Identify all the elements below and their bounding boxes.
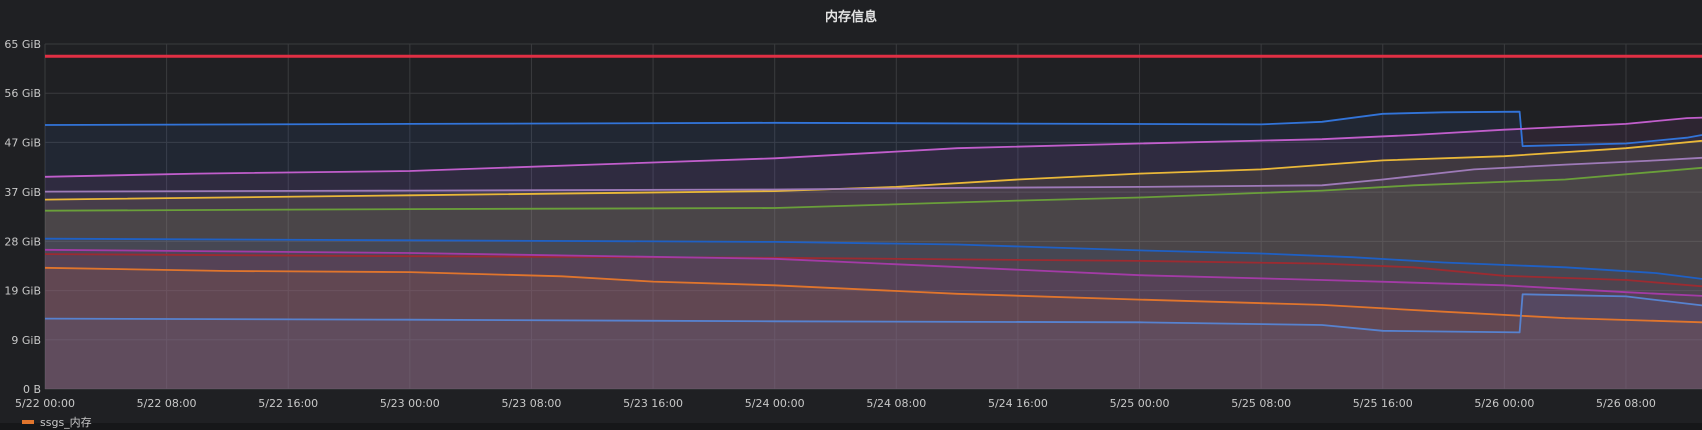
x-tick-label: 5/25 16:00: [1353, 397, 1413, 410]
x-tick-label: 5/22 00:00: [15, 397, 75, 410]
series-line: [44, 293, 1702, 334]
legend-label: ssgs_内存: [40, 416, 92, 429]
series-line: [44, 253, 1702, 288]
x-tick-label: 5/23 08:00: [502, 397, 562, 410]
series-line: [44, 166, 1702, 212]
series-area: [45, 267, 1702, 389]
y-axis: 0 B 9 GiB 19 GiB 28 GiB 37 GiB 47 GiB 56 GiB 65…: [4, 38, 41, 396]
x-tick-label: 5/24 00:00: [745, 397, 805, 410]
x-tick-label: 5/23 16:00: [623, 397, 683, 410]
y-tick-label: 37 GiB: [4, 186, 41, 199]
series-area: [45, 249, 1702, 389]
y-tick-label: 19 GiB: [4, 285, 41, 298]
series-area: [45, 294, 1702, 389]
y-tick-label: 56 GiB: [4, 87, 41, 100]
series-line: [44, 248, 1702, 297]
series-line: [44, 266, 1702, 324]
series-area: [45, 167, 1702, 389]
y-tick-label: 9 GiB: [11, 334, 41, 347]
x-tick-label: 5/25 00:00: [1110, 397, 1170, 410]
grid-lines: [44, 43, 1702, 390]
series-line: [44, 116, 1702, 178]
x-tick-label: 5/25 08:00: [1231, 397, 1291, 410]
series-line: [44, 237, 1702, 280]
x-tick-label: 5/22 08:00: [137, 397, 197, 410]
x-tick-label: 5/24 08:00: [866, 397, 926, 410]
x-tick-label: 5/22 16:00: [258, 397, 318, 410]
series-area: [45, 157, 1702, 389]
series-line: [44, 110, 1702, 147]
legend-swatch: [22, 420, 34, 424]
x-tick-label: 5/24 16:00: [988, 397, 1048, 410]
series-line: [44, 139, 1702, 201]
series-lines: [44, 54, 1702, 334]
series-area: [45, 140, 1702, 389]
x-axis: 5/22 00:00 5/22 08:00 5/22 16:00 5/23 00:00…: [15, 397, 1656, 410]
y-tick-label: 65 GiB: [4, 38, 41, 51]
x-tick-label: 5/26 08:00: [1596, 397, 1656, 410]
x-tick-label: 5/26 00:00: [1474, 397, 1534, 410]
y-tick-label: 28 GiB: [4, 235, 41, 248]
x-tick-label: 5/23 00:00: [380, 397, 440, 410]
legend[interactable]: ssgs_内存: [22, 414, 92, 430]
y-tick-label: 47 GiB: [4, 136, 41, 149]
series-line: [44, 156, 1702, 193]
y-tick-label: 0 B: [23, 383, 41, 396]
panel-title[interactable]: 内存信息: [824, 10, 877, 25]
series-area: [45, 238, 1702, 389]
